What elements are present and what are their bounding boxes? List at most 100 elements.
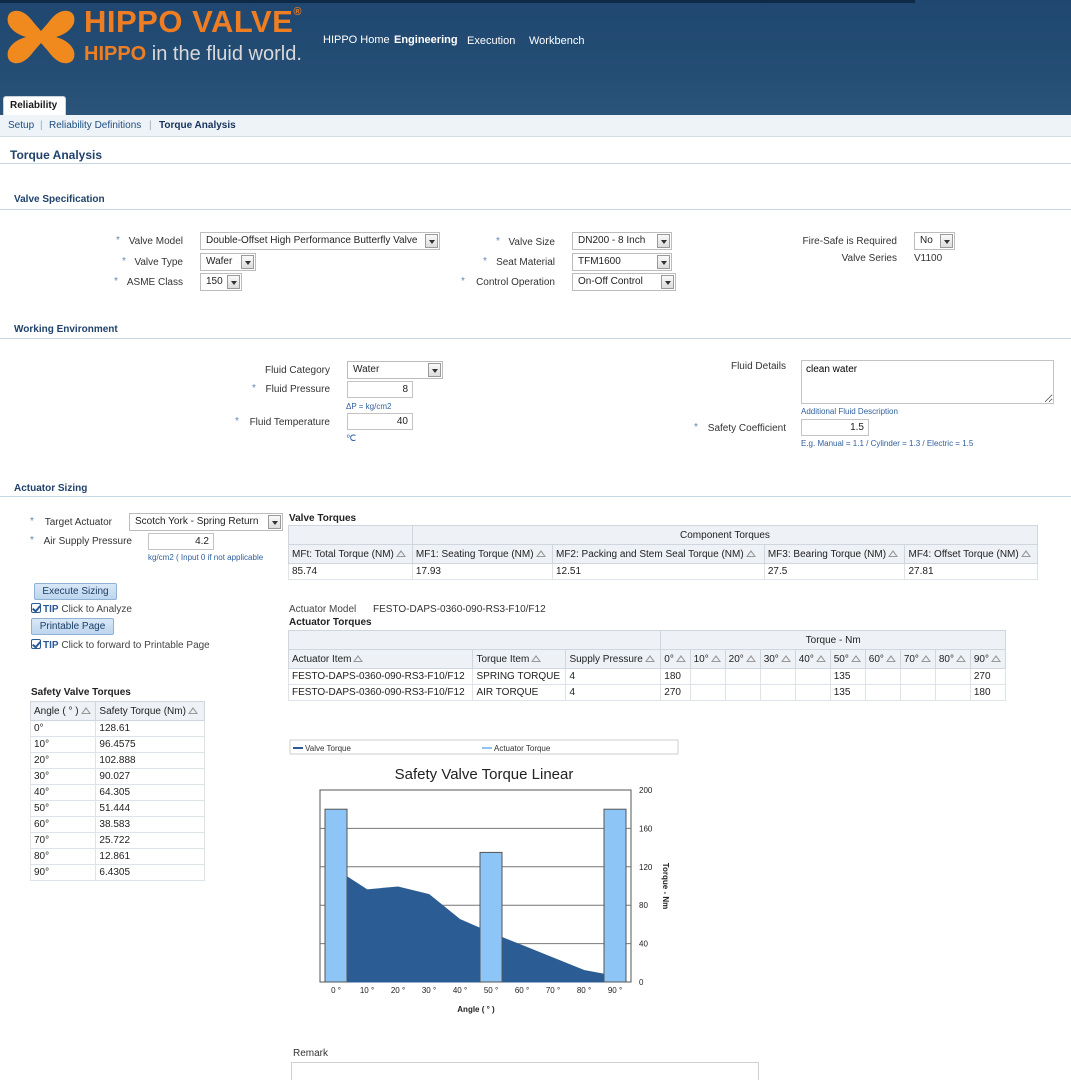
col-header-offset-torque[interactable]: MF4: Offset Torque (NM) bbox=[904, 544, 1038, 564]
valve-size-select[interactable]: DN200 - 8 Inch bbox=[572, 232, 672, 250]
sort-icon[interactable] bbox=[710, 654, 721, 662]
sort-icon[interactable] bbox=[535, 549, 546, 557]
table-cell: 6.4305 bbox=[95, 864, 205, 881]
sort-icon[interactable] bbox=[644, 654, 655, 662]
target-actuator-select[interactable]: Scotch York - Spring Return bbox=[129, 513, 283, 531]
safety-coefficient-input[interactable]: 1.5 bbox=[801, 419, 869, 436]
sort-icon[interactable] bbox=[991, 654, 1001, 662]
sort-icon[interactable] bbox=[780, 654, 791, 662]
col-header-70[interactable]: 70° bbox=[899, 649, 936, 669]
x-tick-label: 40 ° bbox=[453, 986, 467, 995]
valve-type-select[interactable]: Wafer bbox=[200, 253, 256, 271]
col-header-angle[interactable]: Angle ( ° ) bbox=[29, 701, 97, 721]
subnav-torque-analysis[interactable]: Torque Analysis bbox=[159, 120, 236, 131]
col-header-0[interactable]: 0° bbox=[660, 649, 691, 669]
col-header-label: MF2: Packing and Stem Seal Torque (NM) bbox=[555, 548, 744, 560]
col-header-60[interactable]: 60° bbox=[864, 649, 901, 669]
required-marker: * bbox=[483, 256, 487, 267]
col-header-bearing-torque[interactable]: MF3: Bearing Torque (NM) bbox=[763, 544, 906, 564]
subnav-reliability-definitions[interactable]: Reliability Definitions bbox=[49, 120, 142, 131]
dropdown-arrow-icon[interactable] bbox=[940, 234, 953, 248]
tab-reliability[interactable]: Reliability bbox=[3, 96, 66, 115]
col-header-supply-pressure[interactable]: Supply Pressure bbox=[565, 649, 662, 669]
asme-class-select[interactable]: 150 bbox=[200, 273, 242, 291]
remark-textarea[interactable] bbox=[291, 1062, 759, 1080]
seat-material-select[interactable]: TFM1600 bbox=[572, 253, 672, 271]
col-header-40[interactable]: 40° bbox=[794, 649, 831, 669]
control-operation-label: Control Operation bbox=[476, 277, 555, 288]
fluid-details-textarea[interactable]: clean water bbox=[801, 360, 1054, 404]
sort-icon[interactable] bbox=[531, 654, 542, 662]
table-cell bbox=[899, 684, 936, 701]
col-header-10[interactable]: 10° bbox=[689, 649, 726, 669]
required-marker: * bbox=[30, 535, 34, 546]
sort-icon[interactable] bbox=[888, 549, 899, 557]
tagline-rest: in the fluid world. bbox=[146, 43, 302, 65]
section-divider bbox=[0, 338, 1071, 339]
sort-icon[interactable] bbox=[955, 654, 966, 662]
table-row: 50° 51.444 bbox=[29, 800, 205, 817]
sort-icon[interactable] bbox=[885, 654, 896, 662]
col-header-safety-torque[interactable]: Safety Torque (Nm) bbox=[95, 701, 205, 721]
col-header-total-torque[interactable]: MFt: Total Torque (NM) bbox=[288, 544, 413, 564]
printable-tip-text: Click to forward to Printable Page bbox=[61, 640, 210, 651]
tip-label: TIP bbox=[43, 640, 59, 651]
table-cell bbox=[759, 668, 796, 685]
table-cell: 12.51 bbox=[551, 563, 765, 580]
col-header-actuator-item[interactable]: Actuator Item bbox=[287, 649, 474, 669]
control-operation-select[interactable]: On-Off Control bbox=[572, 273, 676, 291]
col-header-20[interactable]: 20° bbox=[724, 649, 761, 669]
col-header-packing-torque[interactable]: MF2: Packing and Stem Seal Torque (NM) bbox=[551, 544, 765, 564]
sort-icon[interactable] bbox=[353, 654, 364, 662]
sort-icon[interactable] bbox=[395, 549, 406, 557]
col-header-30[interactable]: 30° bbox=[759, 649, 796, 669]
chart-title: Safety Valve Torque Linear bbox=[395, 766, 574, 783]
sort-icon[interactable] bbox=[1020, 549, 1031, 557]
table-cell: 17.93 bbox=[411, 563, 553, 580]
dropdown-arrow-icon[interactable] bbox=[241, 255, 254, 269]
sort-icon[interactable] bbox=[920, 654, 931, 662]
sort-icon[interactable] bbox=[745, 654, 756, 662]
col-header-seating-torque[interactable]: MF1: Seating Torque (NM) bbox=[411, 544, 553, 564]
sort-icon[interactable] bbox=[80, 706, 91, 714]
dropdown-arrow-icon[interactable] bbox=[657, 234, 670, 248]
dropdown-arrow-icon[interactable] bbox=[661, 275, 674, 289]
dropdown-arrow-icon[interactable] bbox=[425, 234, 438, 248]
sort-icon[interactable] bbox=[675, 654, 686, 662]
air-supply-pressure-input[interactable]: 4.2 bbox=[148, 533, 214, 550]
dropdown-arrow-icon[interactable] bbox=[227, 275, 240, 289]
col-header-80[interactable]: 80° bbox=[934, 649, 971, 669]
nav-hippo-home[interactable]: HIPPO Home bbox=[323, 34, 390, 46]
valve-model-select[interactable]: Double-Offset High Performance Butterfly… bbox=[200, 232, 440, 250]
sort-icon[interactable] bbox=[850, 654, 861, 662]
col-header-label: 80° bbox=[938, 653, 954, 665]
nav-execution[interactable]: Execution bbox=[467, 35, 516, 47]
fluid-pressure-input[interactable]: 8 bbox=[347, 381, 413, 398]
safety-valve-torques-title: Safety Valve Torques bbox=[31, 687, 131, 698]
dropdown-arrow-icon[interactable] bbox=[268, 515, 281, 529]
col-header-torque-item[interactable]: Torque Item bbox=[472, 649, 567, 669]
table-cell: 27.81 bbox=[904, 563, 1038, 580]
fluid-category-select[interactable]: Water bbox=[347, 361, 443, 379]
valve-type-label: Valve Type bbox=[134, 257, 183, 268]
actuator-model-value: FESTO-DAPS-0360-090-RS3-F10/F12 bbox=[373, 604, 546, 615]
hippo-logo-icon bbox=[7, 10, 75, 64]
dropdown-arrow-icon[interactable] bbox=[657, 255, 670, 269]
printable-page-button[interactable]: Printable Page bbox=[31, 618, 114, 635]
sort-icon[interactable] bbox=[745, 549, 756, 557]
nav-workbench[interactable]: Workbench bbox=[529, 35, 585, 47]
table-row: 0° 128.61 bbox=[29, 720, 205, 737]
sort-icon[interactable] bbox=[187, 706, 198, 714]
brand-name-text: HIPPO VALVE bbox=[84, 4, 294, 39]
col-header-90[interactable]: 90° bbox=[969, 649, 1007, 669]
fluid-temperature-input[interactable]: 40 bbox=[347, 413, 413, 430]
execute-sizing-button[interactable]: Execute Sizing bbox=[34, 583, 117, 600]
fire-safe-select[interactable]: No bbox=[914, 232, 955, 250]
subnav-setup[interactable]: Setup bbox=[8, 120, 35, 131]
required-marker: * bbox=[496, 236, 500, 247]
dropdown-arrow-icon[interactable] bbox=[428, 363, 441, 377]
sort-icon[interactable] bbox=[815, 654, 826, 662]
nav-engineering[interactable]: Engineering bbox=[394, 34, 458, 46]
col-header-50[interactable]: 50° bbox=[829, 649, 866, 669]
col-header-label: 60° bbox=[868, 653, 884, 665]
